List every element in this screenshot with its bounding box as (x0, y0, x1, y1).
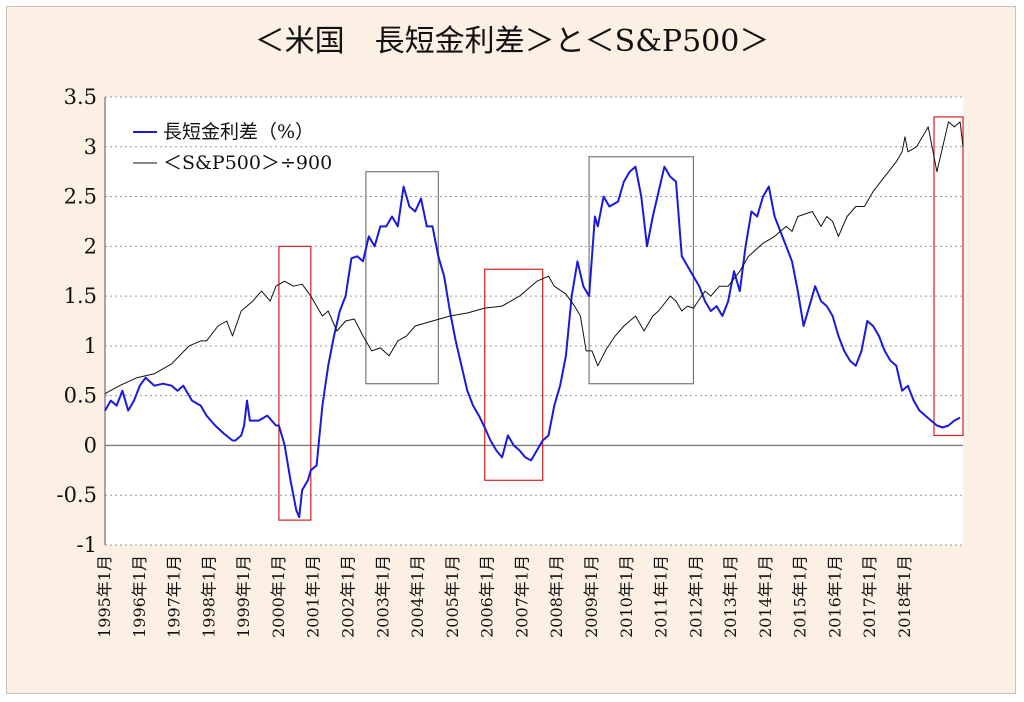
legend-label-sp500: ＜S&P500＞÷900 (163, 152, 332, 174)
series-line-sp500 (104, 121, 964, 395)
x-tick-label: 2014年1月 (756, 555, 775, 638)
highlight-box (588, 156, 695, 385)
y-tick-label: 3 (84, 135, 97, 159)
highlight-boxes (278, 116, 964, 521)
y-axis-ticks: 3.5 3 2.5 2 1.5 1 0.5 0 -0.5 -1 (57, 85, 98, 557)
x-tick-label: 2007年1月 (512, 555, 531, 638)
y-tick-label: 3.5 (64, 85, 97, 109)
x-tick-label: 2009年1月 (582, 555, 601, 638)
highlight-box (933, 116, 964, 437)
x-tick-label: 1999年1月 (234, 555, 253, 638)
x-tick-label: 2002年1月 (339, 555, 358, 638)
series-line-spread (104, 165, 961, 519)
y-tick-label: 0 (84, 433, 97, 457)
highlight-box (484, 268, 544, 481)
legend-label-spread: 長短金利差（%） (163, 121, 314, 143)
x-tick-label: 2013年1月 (721, 555, 740, 638)
x-tick-label: 1996年1月 (130, 555, 149, 638)
x-tick-label: 2015年1月 (791, 555, 810, 638)
highlight-box (278, 245, 312, 521)
x-tick-label: 2010年1月 (617, 555, 636, 638)
y-tick-label: 1 (84, 334, 97, 358)
x-tick-label: 2016年1月 (826, 555, 845, 638)
x-tick-label: 1995年1月 (95, 555, 114, 638)
y-tick-label: 2 (84, 234, 97, 258)
y-tick-label: 2.5 (64, 185, 97, 209)
x-tick-label: 2000年1月 (269, 555, 288, 638)
x-axis-ticks: 1995年1月 1996年1月 1997年1月 1998年1月 1999年1月 2000年… (95, 555, 914, 638)
series-lines (104, 121, 964, 519)
chart-frame: ＜米国 長短金利差＞と＜S&P500＞ 3.5 3 2.5 2 1.5 1 0.5 0 -0.5… (6, 6, 1016, 694)
plot-area (105, 97, 963, 545)
x-tick-label: 2017年1月 (860, 555, 879, 638)
legend: 長短金利差（%） ＜S&P500＞÷900 (133, 121, 332, 174)
x-tick-label: 2018年1月 (895, 555, 914, 638)
x-tick-label: 2011年1月 (652, 555, 671, 638)
x-tick-label: 2003年1月 (373, 555, 392, 638)
highlight-box (365, 171, 439, 385)
y-tick-label: 0.5 (64, 384, 97, 408)
x-tick-label: 1998年1月 (199, 555, 218, 638)
x-tick-label: 2012年1月 (686, 555, 705, 638)
chart-canvas: ＜米国 長短金利差＞と＜S&P500＞ 3.5 3 2.5 2 1.5 1 0.5 0 -0.5… (57, 24, 964, 638)
x-tick-label: 2004年1月 (408, 555, 427, 638)
x-tick-label: 1997年1月 (165, 555, 184, 638)
chart-title: ＜米国 長短金利差＞と＜S&P500＞ (255, 24, 770, 59)
y-tick-label: -1 (77, 533, 97, 557)
x-tick-label: 2001年1月 (304, 555, 323, 638)
y-tick-label: -0.5 (57, 483, 98, 507)
x-tick-label: 2006年1月 (478, 555, 497, 638)
y-tick-label: 1.5 (64, 284, 97, 308)
x-tick-label: 2008年1月 (547, 555, 566, 638)
x-tick-label: 2005年1月 (443, 555, 462, 638)
